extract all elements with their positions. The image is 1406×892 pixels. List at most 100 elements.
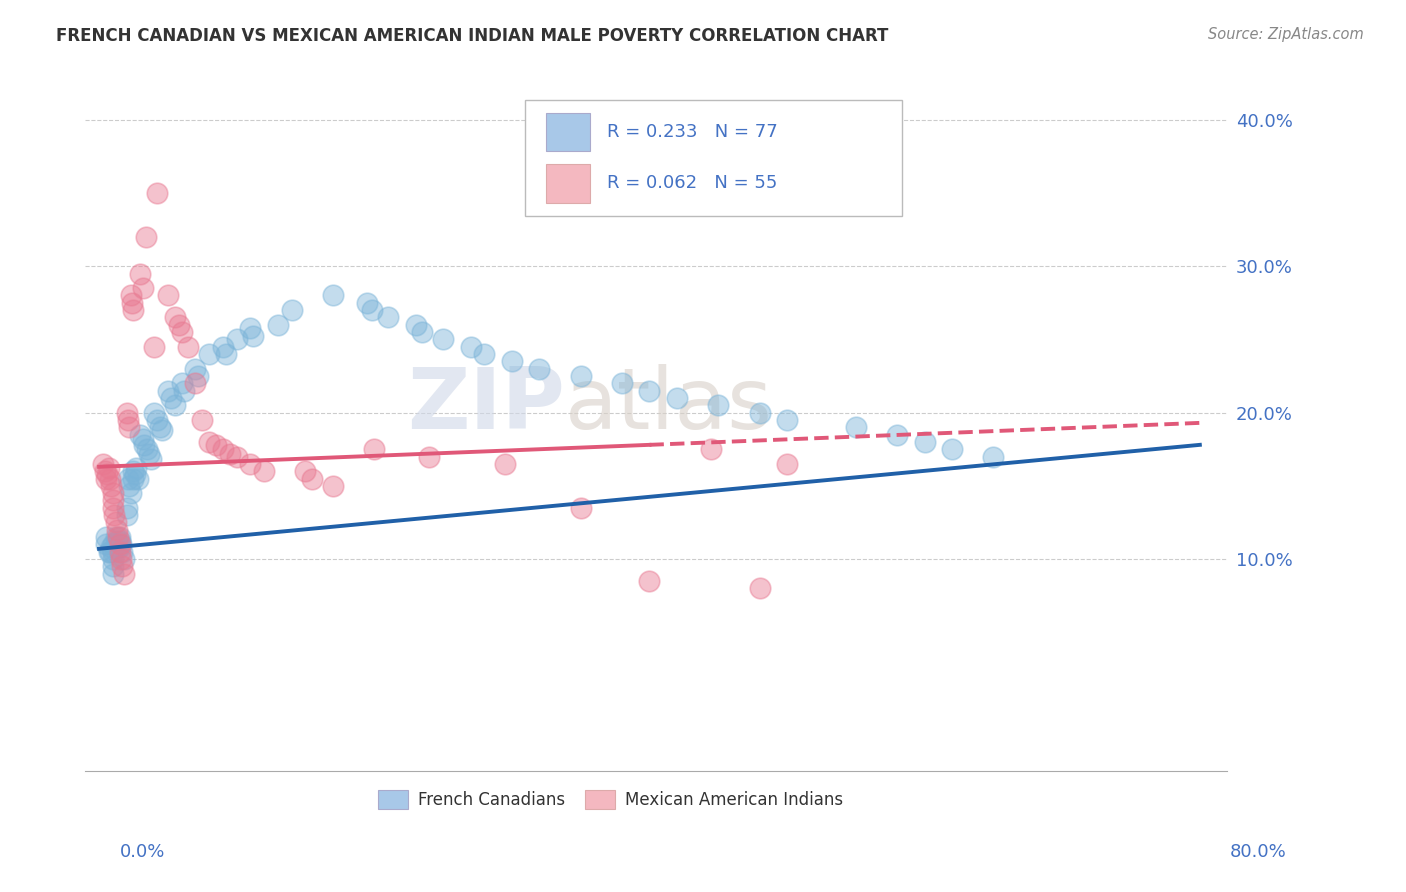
Point: [107, 530, 129, 544]
Point: [101, 566, 124, 581]
Point: [97, 545, 120, 559]
Point: [360, 303, 382, 318]
Point: [94, 537, 117, 551]
Point: [569, 369, 592, 384]
Point: [101, 559, 124, 574]
Point: [501, 354, 523, 368]
Point: [356, 295, 378, 310]
Point: [665, 391, 688, 405]
Point: [242, 329, 264, 343]
Point: [115, 508, 138, 522]
Point: [748, 582, 770, 596]
Point: [101, 537, 124, 551]
Point: [138, 447, 160, 461]
Point: [214, 347, 236, 361]
Point: [108, 545, 131, 559]
Point: [100, 479, 122, 493]
Point: [105, 534, 128, 549]
Point: [638, 574, 661, 588]
Point: [93, 464, 115, 478]
Point: [212, 340, 235, 354]
Point: [529, 361, 551, 376]
Point: [776, 457, 799, 471]
Point: [638, 384, 661, 398]
Point: [122, 471, 145, 485]
Text: FRENCH CANADIAN VS MEXICAN AMERICAN INDIAN MALE POVERTY CORRELATION CHART: FRENCH CANADIAN VS MEXICAN AMERICAN INDI…: [56, 27, 889, 45]
Point: [115, 500, 138, 515]
Point: [108, 530, 131, 544]
Point: [239, 457, 262, 471]
Point: [108, 534, 131, 549]
Point: [100, 541, 122, 555]
Point: [104, 530, 127, 544]
Point: [170, 325, 193, 339]
Point: [322, 288, 344, 302]
Point: [96, 467, 118, 482]
Point: [125, 461, 148, 475]
Point: [122, 464, 145, 478]
Point: [118, 420, 141, 434]
Point: [418, 450, 440, 464]
Point: [146, 413, 169, 427]
Point: [111, 559, 134, 574]
Point: [120, 288, 142, 302]
Point: [432, 333, 454, 347]
Point: [198, 347, 221, 361]
Point: [94, 530, 117, 544]
Point: [122, 303, 145, 318]
Point: [101, 486, 124, 500]
Point: [104, 516, 127, 530]
Point: [253, 464, 276, 478]
Point: [98, 545, 121, 559]
Point: [98, 471, 121, 485]
Point: [112, 552, 135, 566]
Point: [132, 432, 155, 446]
Point: [159, 391, 181, 405]
Text: R = 0.062   N = 55: R = 0.062 N = 55: [606, 175, 778, 193]
Point: [610, 376, 633, 391]
Point: [129, 427, 152, 442]
Point: [156, 384, 179, 398]
Text: 80.0%: 80.0%: [1230, 843, 1286, 861]
Point: [108, 537, 131, 551]
Point: [411, 325, 433, 339]
Point: [212, 442, 235, 457]
Point: [103, 508, 125, 522]
Point: [121, 295, 143, 310]
Point: [187, 369, 209, 384]
Point: [91, 457, 114, 471]
Point: [97, 461, 120, 475]
Point: [748, 406, 770, 420]
Bar: [546, 164, 589, 202]
Point: [239, 320, 262, 334]
Point: [280, 303, 302, 318]
Point: [112, 566, 135, 581]
Point: [460, 340, 482, 354]
Point: [105, 523, 128, 537]
Point: [472, 347, 495, 361]
Point: [135, 230, 157, 244]
Point: [124, 467, 146, 482]
Point: [94, 471, 117, 485]
Point: [177, 340, 200, 354]
Point: [110, 552, 132, 566]
Point: [294, 464, 316, 478]
Point: [301, 471, 323, 485]
Point: [118, 479, 141, 493]
Point: [170, 376, 193, 391]
Point: [700, 442, 723, 457]
FancyBboxPatch shape: [524, 100, 901, 216]
Point: [136, 442, 159, 457]
Point: [569, 500, 592, 515]
Point: [163, 398, 186, 412]
Point: [104, 537, 127, 551]
Point: [163, 310, 186, 325]
Point: [707, 398, 730, 412]
Point: [141, 452, 163, 467]
Point: [914, 434, 936, 449]
Point: [205, 438, 228, 452]
Point: [191, 413, 214, 427]
Text: 0.0%: 0.0%: [120, 843, 165, 861]
Point: [494, 457, 516, 471]
Point: [377, 310, 399, 325]
